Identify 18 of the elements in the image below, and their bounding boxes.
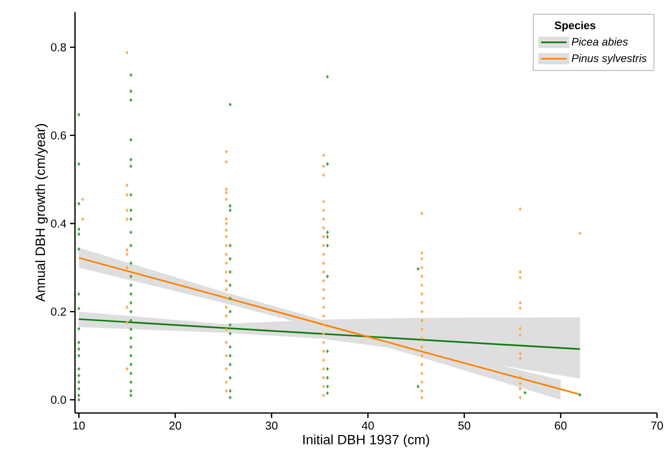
y-tick-label: 0.6 — [51, 131, 66, 140]
y-tick-label: 0.0 — [51, 396, 66, 404]
legend-label: Pinus sylvestris — [572, 54, 647, 64]
x-tick-label: 40 — [362, 422, 374, 430]
x-tick-label: 20 — [169, 422, 182, 430]
x-tick-label: 30 — [266, 422, 278, 430]
legend-label: Picea abies — [572, 38, 628, 46]
line-series — [78, 318, 581, 350]
x-axis-title: Initial DBH 1937 (cm) — [303, 434, 430, 447]
x-tick-label: 10 — [73, 422, 85, 430]
x-tick-label: 60 — [554, 422, 567, 430]
x-tick-label: 50 — [458, 422, 470, 430]
legend-title: Species — [554, 21, 596, 32]
y-axis-title: Annual DBH growth (cm/year) — [35, 124, 48, 302]
y-tick-label: 0.2 — [51, 308, 66, 316]
y-tick-label: 0.4 — [51, 219, 66, 228]
y-tick-label: 0.8 — [51, 43, 66, 52]
x-tick-label: 70 — [651, 422, 663, 430]
